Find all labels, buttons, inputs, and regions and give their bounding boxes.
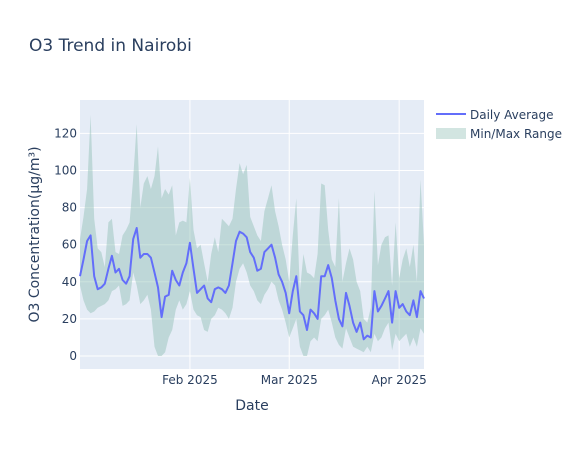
x-tick-label: Apr 2025: [372, 373, 427, 387]
legend-item-daily-average[interactable]: Daily Average: [436, 108, 553, 122]
legend-item-min-max-range[interactable]: Min/Max Range: [436, 127, 562, 141]
y-tick-label: 0: [69, 349, 77, 363]
y-tick-label: 100: [54, 163, 77, 177]
y-tick-labels: 0 20 40 60 80 100 120: [54, 126, 77, 363]
y-axis-title: O3 Concentration(μg/m³): [27, 146, 43, 322]
line-layer: [79, 227, 425, 341]
x-axis-title: Date: [235, 398, 268, 414]
y-tick-label: 120: [54, 126, 77, 140]
y-tick-label: 20: [62, 312, 77, 326]
x-tick-label: Feb 2025: [162, 373, 218, 387]
legend[interactable]: Daily Average Min/Max Range: [436, 108, 562, 141]
chart-title: O3 Trend in Nairobi: [29, 36, 192, 56]
y-tick-label: 60: [62, 238, 77, 252]
series-daily-average-line: [79, 227, 425, 341]
grid-layer: [80, 100, 424, 369]
legend-band-swatch: [436, 128, 466, 139]
x-tick-labels: Feb 2025 Mar 2025 Apr 2025: [162, 373, 427, 387]
legend-label-daily-average: Daily Average: [470, 108, 553, 122]
legend-label-min-max-range: Min/Max Range: [470, 127, 562, 141]
y-tick-label: 80: [62, 201, 77, 215]
x-tick-label: Mar 2025: [261, 373, 318, 387]
y-tick-label: 40: [62, 275, 77, 289]
